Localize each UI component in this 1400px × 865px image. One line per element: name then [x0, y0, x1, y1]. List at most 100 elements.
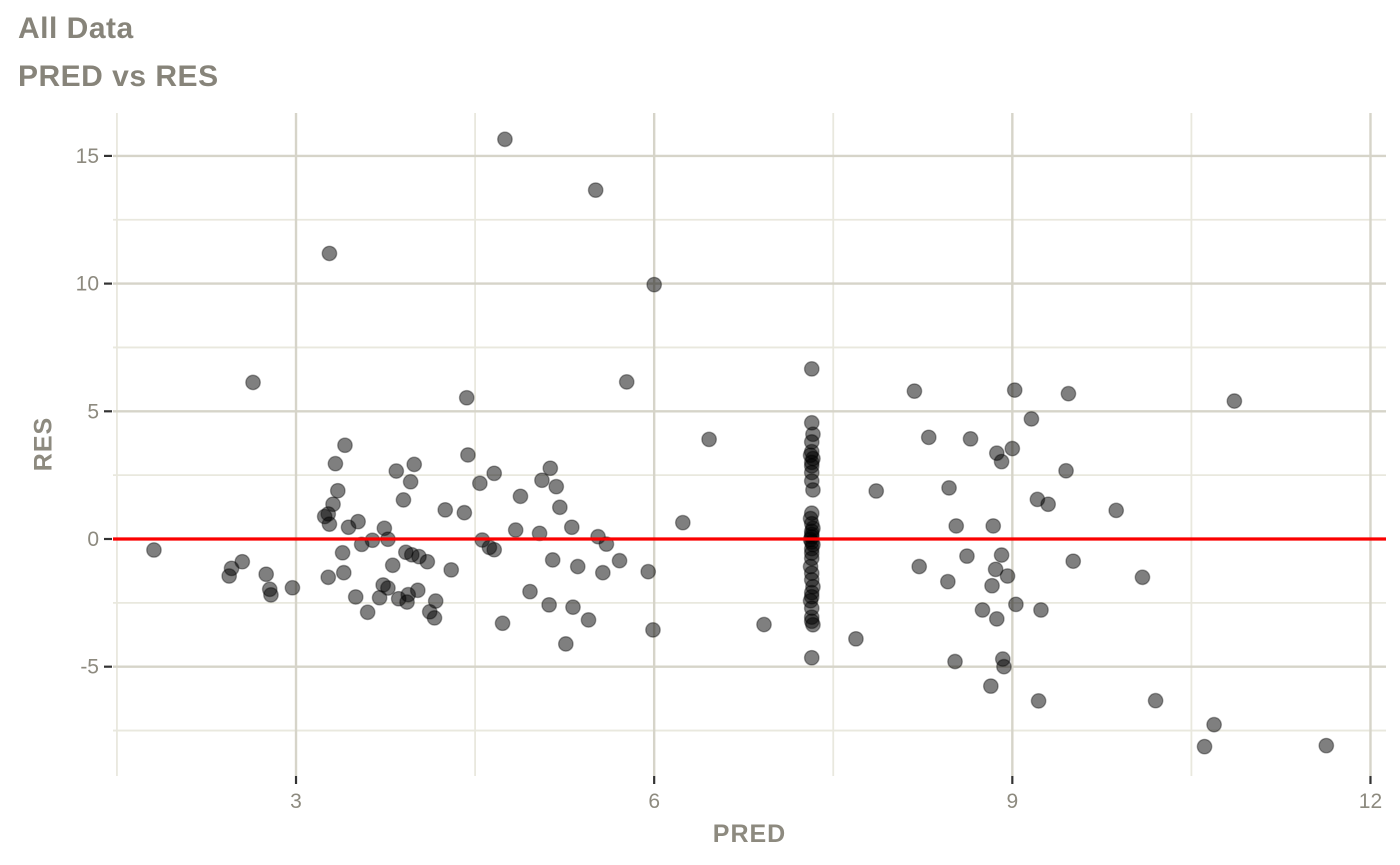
data-point	[939, 573, 956, 590]
data-point	[548, 478, 565, 495]
data-point	[223, 560, 240, 577]
data-point	[460, 447, 476, 463]
data-point	[1058, 462, 1074, 479]
data-point	[234, 553, 251, 570]
tick-labels: 3 6 9 12 -5 0 5 10 15	[76, 145, 1383, 813]
data-point	[419, 553, 436, 570]
axis-ticks	[104, 154, 1372, 784]
data-point	[645, 622, 661, 638]
data-point	[1196, 738, 1213, 755]
data-point	[640, 563, 657, 580]
data-point	[565, 599, 581, 616]
data-point	[982, 678, 999, 695]
data-point	[805, 616, 821, 633]
y-tick-label: -5	[80, 656, 99, 679]
x-tick-label: 6	[648, 790, 660, 813]
data-point	[284, 579, 301, 596]
data-point	[456, 504, 473, 521]
data-point	[1108, 502, 1125, 519]
data-point	[962, 430, 979, 447]
data-point	[551, 499, 568, 516]
data-point	[371, 589, 388, 606]
data-point	[384, 557, 401, 574]
data-point	[1226, 393, 1243, 409]
data-point	[395, 492, 412, 508]
data-point	[848, 630, 864, 647]
page-title: All Data	[18, 12, 134, 45]
y-tick-label: 10	[76, 273, 99, 296]
data-point	[1030, 693, 1047, 709]
x-tick-label: 9	[1006, 790, 1018, 813]
data-point	[959, 548, 975, 565]
data-point	[402, 473, 419, 490]
data-point	[334, 544, 351, 561]
data-point	[146, 542, 162, 558]
data-point	[646, 276, 663, 293]
data-point	[471, 475, 488, 492]
data-point	[1033, 602, 1049, 618]
data-point	[580, 612, 597, 628]
data-point	[674, 514, 691, 531]
data-point	[1004, 440, 1021, 457]
data-point	[948, 518, 965, 534]
data-point	[263, 587, 279, 603]
data-point	[803, 361, 820, 377]
y-axis-title: RES	[29, 416, 58, 472]
chart-subtitle: PRED vs RES	[18, 60, 219, 93]
data-point	[494, 615, 511, 632]
data-point	[985, 518, 1002, 534]
data-point	[618, 374, 635, 390]
data-point	[388, 463, 405, 479]
data-point	[522, 583, 538, 600]
data-point	[999, 568, 1016, 584]
data-point	[486, 465, 503, 482]
data-point	[1023, 411, 1040, 427]
data-point	[611, 552, 628, 569]
data-point	[947, 653, 963, 670]
data-point	[409, 582, 426, 599]
data-point	[569, 558, 586, 575]
data-point	[805, 482, 821, 498]
data-point	[993, 453, 1010, 470]
grid-minor	[113, 113, 1386, 776]
data-point	[587, 182, 604, 199]
data-point	[563, 519, 580, 536]
data-point	[542, 460, 559, 477]
data-point	[350, 513, 366, 530]
data-point	[512, 488, 529, 505]
data-point	[701, 431, 717, 448]
data-point	[359, 604, 376, 621]
grid-major	[113, 113, 1386, 776]
data-point	[1318, 737, 1335, 754]
data-point	[868, 483, 885, 499]
data-point	[1134, 569, 1151, 586]
data-point	[984, 577, 1000, 594]
data-point	[406, 456, 423, 473]
data-point	[337, 437, 353, 454]
data-point	[906, 383, 923, 400]
data-point	[974, 602, 991, 618]
y-tick-label: 5	[87, 400, 99, 423]
data-point	[920, 429, 937, 446]
data-point	[557, 636, 574, 652]
data-point	[321, 516, 338, 533]
data-point	[426, 610, 443, 626]
data-point	[993, 547, 1010, 563]
data-point	[911, 558, 928, 575]
data-point	[1006, 382, 1023, 399]
data-point	[329, 482, 346, 499]
data-point	[443, 561, 460, 578]
data-point	[335, 564, 352, 581]
data-point	[803, 649, 820, 666]
data-point	[544, 552, 561, 568]
data-point	[996, 658, 1012, 675]
x-tick-label: 12	[1359, 790, 1382, 813]
data-point	[321, 245, 338, 262]
data-point	[380, 580, 396, 596]
data-point	[987, 561, 1004, 578]
data-point	[245, 374, 261, 391]
data-point	[327, 455, 344, 472]
y-tick-label: 0	[87, 528, 99, 551]
